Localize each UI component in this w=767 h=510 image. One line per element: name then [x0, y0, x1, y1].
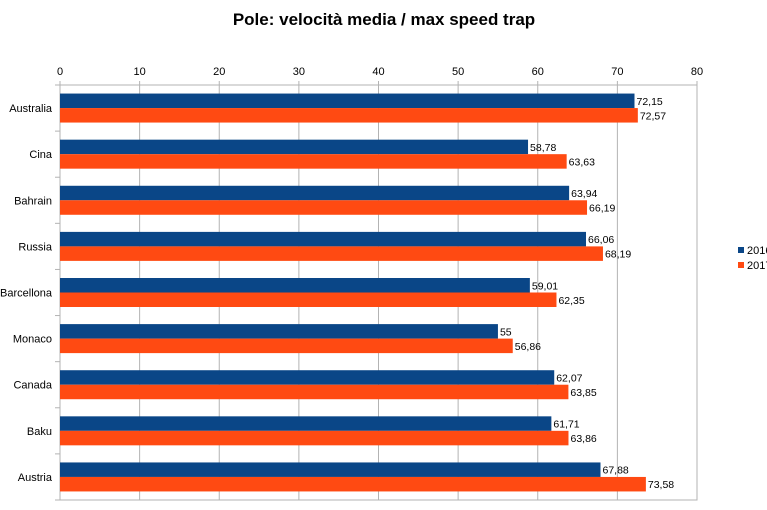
legend-swatch-2016	[738, 247, 744, 253]
bar-2017	[60, 292, 557, 307]
data-label-2016: 66,06	[588, 234, 614, 246]
bar-2017	[60, 338, 513, 354]
bar-2016	[60, 139, 529, 155]
x-tick-label: 0	[57, 66, 63, 78]
bar-2017	[60, 200, 588, 215]
chart-title: Pole: velocità media / max speed trap	[233, 10, 535, 29]
data-label-2017: 63,63	[569, 156, 595, 168]
legend-label-2017: 2017	[747, 260, 767, 272]
x-tick-label: 50	[452, 66, 464, 78]
data-label-2017: 66,19	[589, 203, 615, 215]
bar-2017	[60, 108, 638, 123]
category-label: Bahrain	[14, 195, 52, 207]
legend-swatch-2017	[738, 262, 744, 268]
category-label: Baku	[27, 426, 52, 438]
bar-2017	[60, 430, 569, 446]
category-label: Russia	[18, 241, 53, 253]
bar-2016	[60, 278, 530, 293]
x-tick-label: 60	[532, 66, 544, 78]
data-label-2016: 61,71	[553, 419, 579, 431]
x-tick-label: 40	[372, 66, 384, 78]
bars-layer	[60, 93, 646, 492]
bar-2017	[60, 476, 646, 492]
data-label-2016: 59,01	[532, 280, 558, 292]
x-tick-label: 20	[213, 66, 225, 78]
x-tick-label: 80	[691, 66, 703, 78]
bar-2016	[60, 231, 587, 247]
data-label-2017: 73,58	[648, 479, 674, 491]
legend-label-2016: 2016	[747, 245, 767, 257]
bar-2017	[60, 246, 603, 261]
data-label-2017: 72,57	[640, 110, 666, 122]
data-label-2016: 62,07	[556, 372, 582, 384]
labels-layer: 0 10 20 30 40 50 60 70 80 Australia 72,15 72,57 Cina…	[0, 66, 703, 491]
data-label-2017: 63,85	[570, 387, 596, 399]
data-label-2017: 62,35	[558, 295, 584, 307]
data-label-2016: 67,88	[602, 465, 628, 477]
bar-2016	[60, 462, 601, 477]
data-label-2016: 72,15	[636, 96, 662, 108]
legend: 2016 2017	[738, 245, 767, 272]
category-label: Canada	[13, 380, 52, 392]
x-tick-label: 10	[134, 66, 146, 78]
category-label: Barcellona	[0, 288, 53, 300]
bar-2016	[60, 416, 552, 431]
data-label-2017: 68,19	[605, 249, 631, 261]
category-label: Monaco	[13, 334, 52, 346]
data-label-2017: 63,86	[570, 433, 596, 445]
bar-2017	[60, 384, 569, 400]
category-label: Australia	[9, 103, 53, 115]
bar-2016	[60, 185, 570, 201]
bar-2016	[60, 370, 555, 385]
data-label-2017: 56,86	[515, 341, 541, 353]
x-tick-label: 30	[293, 66, 305, 78]
data-label-2016: 63,94	[571, 188, 597, 200]
bar-2017	[60, 154, 567, 169]
category-label: Cina	[29, 149, 53, 161]
bar-2016	[60, 324, 498, 339]
x-tick-label: 70	[611, 66, 623, 78]
data-label-2016: 58,78	[530, 142, 556, 154]
data-label-2016: 55	[500, 326, 512, 338]
category-label: Austria	[18, 472, 53, 484]
bar-2016	[60, 93, 635, 109]
